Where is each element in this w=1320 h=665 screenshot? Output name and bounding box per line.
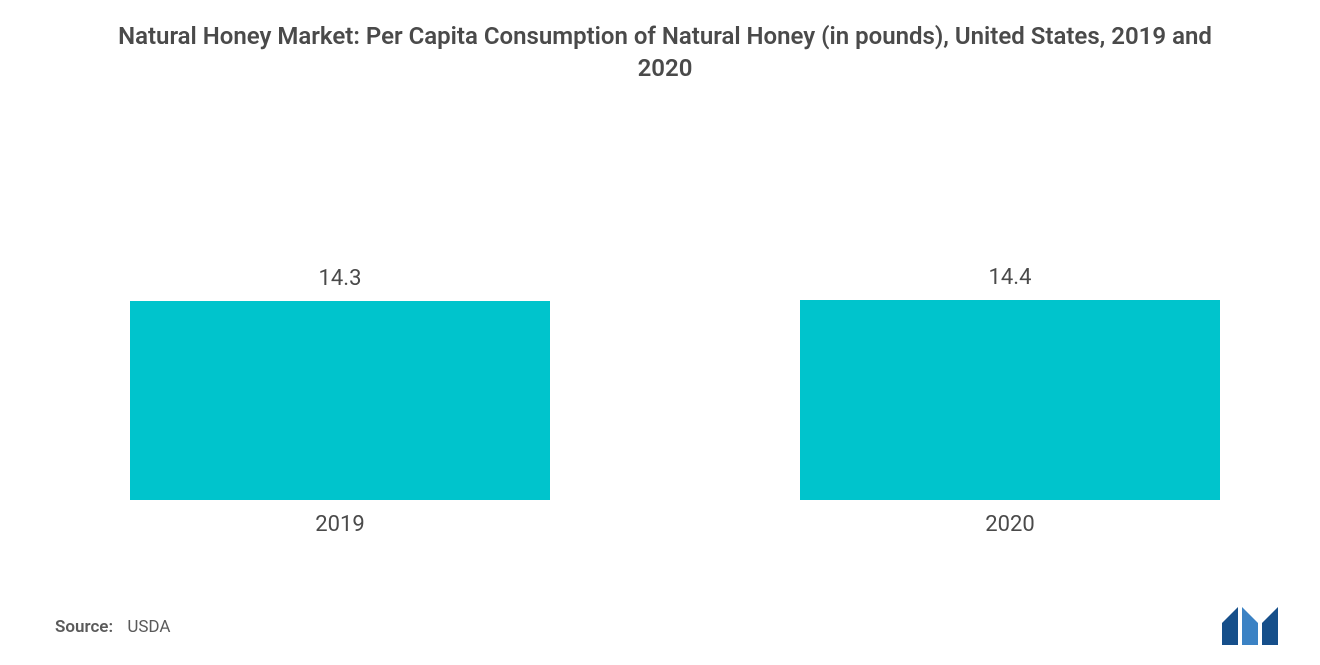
bar-group-2020: 14.4 2020 bbox=[800, 265, 1220, 500]
chart-plot-area: 14.3 2019 14.4 2020 bbox=[130, 300, 1220, 500]
chart-container: Natural Honey Market: Per Capita Consump… bbox=[0, 0, 1320, 665]
bar-category-label: 2020 bbox=[985, 512, 1034, 537]
bar-rect bbox=[800, 300, 1220, 500]
chart-title: Natural Honey Market: Per Capita Consump… bbox=[50, 20, 1280, 85]
logo-bar-2 bbox=[1242, 607, 1258, 645]
logo-bar-3 bbox=[1262, 607, 1278, 645]
source-attribution: Source: USDA bbox=[55, 617, 171, 637]
source-label: Source: bbox=[55, 617, 113, 637]
bar-value-label: 14.3 bbox=[319, 266, 362, 291]
bar-category-label: 2019 bbox=[315, 512, 364, 537]
source-value: USDA bbox=[127, 617, 170, 637]
bar-group-2019: 14.3 2019 bbox=[130, 266, 550, 500]
bar-rect bbox=[130, 301, 550, 500]
bar-value-label: 14.4 bbox=[989, 265, 1032, 290]
brand-logo-icon bbox=[1220, 605, 1290, 647]
logo-bar-1 bbox=[1222, 607, 1238, 645]
